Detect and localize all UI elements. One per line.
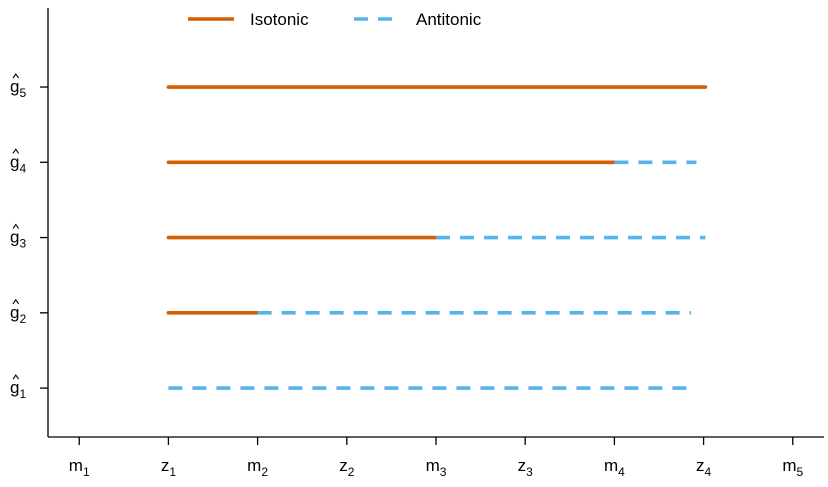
x-tick-label: m4 [604, 456, 625, 479]
axes: m1 z1 m2 z2 m3 z3 m4 z4 m5 g1 g2 g3 g4 g5 [10, 8, 824, 479]
y-tick-label: g4 [10, 148, 26, 175]
legend-label-antitonic: Antitonic [416, 10, 482, 29]
x-tick-label: z2 [339, 456, 355, 479]
hat-accent [12, 374, 20, 380]
hat-accent [12, 298, 20, 305]
x-tick-label: m3 [426, 456, 447, 479]
svg-text:g3: g3 [10, 228, 26, 251]
hat-accent [12, 223, 20, 229]
svg-text:g4: g4 [10, 152, 26, 175]
y-tick-label: g5 [10, 73, 26, 100]
x-tick-label: z4 [696, 456, 712, 479]
x-tick-label: m5 [782, 456, 803, 479]
x-tick-label: m1 [69, 456, 90, 479]
hat-accent [12, 148, 20, 154]
svg-text:g2: g2 [10, 303, 26, 326]
data-marks [166, 85, 708, 390]
legend-label-isotonic: Isotonic [250, 10, 309, 29]
y-tick-label: g1 [10, 374, 26, 401]
x-tick-label: m2 [247, 456, 268, 479]
y-tick-label: g2 [10, 298, 26, 326]
hat-accent [12, 73, 20, 79]
x-tick-label: z1 [161, 456, 177, 479]
legend: Isotonic Antitonic [188, 10, 482, 29]
svg-text:g1: g1 [10, 378, 26, 401]
x-tick-label: z3 [518, 456, 534, 479]
y-tick-label: g3 [10, 223, 26, 251]
svg-text:g5: g5 [10, 77, 26, 100]
